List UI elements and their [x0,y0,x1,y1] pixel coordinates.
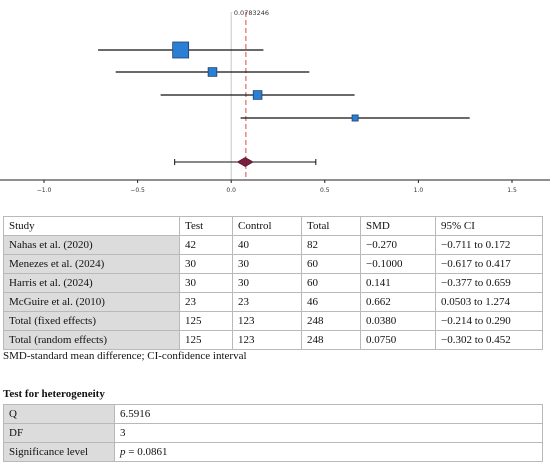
x-tick-label: 1.0 [414,187,424,194]
het-row-significance: Significance level p = 0.0861 [3,442,543,462]
x-tick-label: 0.5 [320,187,330,194]
cell-study: Total (random effects) [3,330,180,350]
cell-study: Harris et al. (2024) [3,273,180,293]
cell-ci: −0.302 to 0.452 [435,330,543,350]
x-tick-label: −0.5 [130,187,145,194]
cell-smd: 0.0380 [360,311,436,331]
header-control: Control [232,216,302,236]
heterogeneity-title: Test for heterogeneity [3,388,105,400]
het-label: Significance level [3,442,115,462]
table-row: McGuire et al. (2010) 23 23 46 0.662 0.0503 t… [3,292,543,312]
cell-total: 248 [301,330,361,350]
cell-test: 125 [179,311,233,331]
table-header-row: Study Test Control Total SMD 95% CI [3,216,543,236]
header-smd: SMD [360,216,436,236]
cell-study: Total (fixed effects) [3,311,180,331]
study-effect-box [351,114,359,122]
cell-total: 248 [301,311,361,331]
header-total: Total [301,216,361,236]
het-value: 3 [114,423,543,443]
header-test: Test [179,216,233,236]
het-label: DF [3,423,115,443]
table-footnote: SMD-standard mean difference; CI-confide… [3,350,247,362]
cell-control: 123 [232,330,302,350]
cell-smd: 0.662 [360,292,436,312]
study-effect-box [207,67,218,77]
forest-plot: 0.0783246 −1.0 −0.5 0.0 0.5 1.0 1.5 [0,9,550,194]
cell-total: 46 [301,292,361,312]
study-effect-box [172,41,190,59]
cell-ci: 0.0503 to 1.274 [435,292,543,312]
table-row: Total (fixed effects) 125 123 248 0.0380 −0.2… [3,311,543,331]
cell-smd: 0.141 [360,273,436,293]
cell-test: 42 [179,235,233,255]
pooled-diamond [236,157,254,167]
cell-test: 30 [179,254,233,274]
cell-study: McGuire et al. (2010) [3,292,180,312]
cell-test: 125 [179,330,233,350]
table-row: Nahas et al. (2020) 42 40 82 −0.270 −0.711 to… [3,235,543,255]
heterogeneity-table: Q 6.5916 DF 3 Significance level p = 0.0… [3,404,543,462]
cell-control: 123 [232,311,302,331]
cell-total: 82 [301,235,361,255]
cell-test: 23 [179,292,233,312]
cell-smd: −0.1000 [360,254,436,274]
cell-ci: −0.377 to 0.659 [435,273,543,293]
cell-ci: −0.214 to 0.290 [435,311,543,331]
p-symbol: p [120,446,126,458]
cell-control: 40 [232,235,302,255]
table-row: Menezes et al. (2024) 30 30 60 −0.1000 −0.617… [3,254,543,274]
x-tick-label: 1.5 [507,187,517,194]
cell-control: 30 [232,254,302,274]
het-value: 6.5916 [114,404,543,424]
het-label: Q [3,404,115,424]
header-study: Study [3,216,180,236]
study-table: Study Test Control Total SMD 95% CI Nahas et a… [3,216,543,350]
x-tick-label: −1.0 [37,187,52,194]
cell-test: 30 [179,273,233,293]
x-tick-label: 0.0 [226,187,236,194]
cell-total: 60 [301,254,361,274]
het-row-q: Q 6.5916 [3,404,543,424]
cell-ci: −0.711 to 0.172 [435,235,543,255]
cell-smd: −0.270 [360,235,436,255]
cell-smd: 0.0750 [360,330,436,350]
p-value: = 0.0861 [125,446,168,458]
table-row: Harris et al. (2024) 30 30 60 0.141 −0.377 to… [3,273,543,293]
study-effect-box [252,90,263,100]
reference-label: 0.0783246 [234,9,269,17]
header-ci: 95% CI [435,216,543,236]
cell-total: 60 [301,273,361,293]
cell-control: 23 [232,292,302,312]
cell-study: Menezes et al. (2024) [3,254,180,274]
het-value: p = 0.0861 [114,442,543,462]
table-row: Total (random effects) 125 123 248 0.0750 −0.… [3,330,543,350]
cell-control: 30 [232,273,302,293]
cell-study: Nahas et al. (2020) [3,235,180,255]
het-row-df: DF 3 [3,423,543,443]
cell-ci: −0.617 to 0.417 [435,254,543,274]
